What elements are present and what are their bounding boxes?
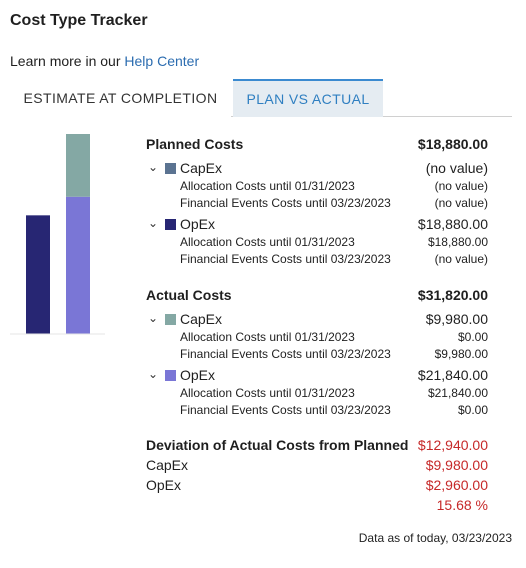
planned-capex-swatch xyxy=(165,163,176,174)
planned-capex-fin-row: Financial Events Costs until 03/23/2023 … xyxy=(146,196,488,211)
actual-capex-fin-value: $9,980.00 xyxy=(434,347,488,361)
chevron-down-icon[interactable]: ⌄ xyxy=(148,216,159,230)
deviation-opex-row: OpEx $2,960.00 xyxy=(146,477,488,495)
cost-stacked-bar-chart xyxy=(10,134,105,335)
planned-costs-total: $18,880.00 xyxy=(417,136,488,152)
actual-opex-fin-value: $0.00 xyxy=(457,403,488,417)
help-text: Learn more in our xyxy=(10,53,125,69)
bar-planned-opex[interactable] xyxy=(26,215,50,334)
planned-opex-row[interactable]: ⌄ OpEx $18,880.00 xyxy=(146,216,488,234)
planned-opex-alloc-value: $18,880.00 xyxy=(427,235,488,249)
planned-costs-title: Planned Costs xyxy=(146,136,244,152)
planned-opex-fin-label: Financial Events Costs until 03/23/2023 xyxy=(180,252,391,266)
actual-capex-fin-row: Financial Events Costs until 03/23/2023 … xyxy=(146,347,488,362)
tab-bar: ESTIMATE AT COMPLETION PLAN VS ACTUAL xyxy=(10,79,512,117)
actual-costs-total: $31,820.00 xyxy=(417,287,488,303)
planned-capex-alloc-label: Allocation Costs until 01/31/2023 xyxy=(180,179,355,193)
chevron-down-icon[interactable]: ⌄ xyxy=(148,367,159,381)
planned-capex-row[interactable]: ⌄ CapEx (no value) xyxy=(146,160,488,178)
planned-capex-label: CapEx xyxy=(180,160,223,176)
planned-opex-alloc-label: Allocation Costs until 01/31/2023 xyxy=(180,235,355,249)
deviation-percent: 15.68 % xyxy=(436,497,488,513)
deviation-capex-value: $9,980.00 xyxy=(425,457,488,473)
actual-capex-value: $9,980.00 xyxy=(425,311,488,327)
planned-capex-alloc-value: (no value) xyxy=(434,179,488,193)
data-as-of: Data as of today, 03/23/2023 xyxy=(358,531,512,545)
deviation-total: $12,940.00 xyxy=(417,437,488,453)
actual-opex-fin-row: Financial Events Costs until 03/23/2023 … xyxy=(146,403,488,418)
deviation-capex-label: CapEx xyxy=(146,457,189,473)
planned-opex-alloc-row: Allocation Costs until 01/31/2023 $18,88… xyxy=(146,235,488,250)
deviation-opex-value: $2,960.00 xyxy=(425,477,488,493)
bar-actual-capex[interactable] xyxy=(66,134,90,197)
help-center-link[interactable]: Help Center xyxy=(124,53,200,69)
planned-opex-value: $18,880.00 xyxy=(417,216,488,232)
planned-capex-fin-value: (no value) xyxy=(434,196,488,210)
actual-opex-alloc-label: Allocation Costs until 01/31/2023 xyxy=(180,386,355,400)
planned-opex-swatch xyxy=(165,219,176,230)
actual-opex-alloc-value: $21,840.00 xyxy=(427,386,488,400)
actual-capex-alloc-value: $0.00 xyxy=(457,330,488,344)
planned-opex-fin-value: (no value) xyxy=(434,252,488,266)
help-line: Learn more in our Help Center xyxy=(10,53,199,69)
actual-opex-value: $21,840.00 xyxy=(417,367,488,383)
actual-opex-alloc-row: Allocation Costs until 01/31/2023 $21,84… xyxy=(146,386,488,401)
deviation-percent-row: 15.68 % xyxy=(146,497,488,515)
actual-opex-label: OpEx xyxy=(180,367,216,383)
actual-costs-title: Actual Costs xyxy=(146,287,232,303)
actual-costs-header: Actual Costs $31,820.00 xyxy=(146,287,488,305)
page-title: Cost Type Tracker xyxy=(10,12,148,29)
deviation-opex-label: OpEx xyxy=(146,477,182,493)
planned-capex-value: (no value) xyxy=(425,160,488,176)
tab-plan-vs-actual[interactable]: PLAN VS ACTUAL xyxy=(233,79,383,117)
actual-capex-swatch xyxy=(165,314,176,325)
actual-capex-alloc-row: Allocation Costs until 01/31/2023 $0.00 xyxy=(146,330,488,345)
planned-capex-fin-label: Financial Events Costs until 03/23/2023 xyxy=(180,196,391,210)
actual-capex-label: CapEx xyxy=(180,311,223,327)
planned-costs-header: Planned Costs $18,880.00 xyxy=(146,136,488,154)
planned-capex-alloc-row: Allocation Costs until 01/31/2023 (no va… xyxy=(146,179,488,194)
actual-opex-fin-label: Financial Events Costs until 03/23/2023 xyxy=(180,403,391,417)
planned-opex-fin-row: Financial Events Costs until 03/23/2023 … xyxy=(146,252,488,267)
actual-capex-row[interactable]: ⌄ CapEx $9,980.00 xyxy=(146,311,488,329)
actual-opex-swatch xyxy=(165,370,176,381)
actual-capex-alloc-label: Allocation Costs until 01/31/2023 xyxy=(180,330,355,344)
actual-opex-row[interactable]: ⌄ OpEx $21,840.00 xyxy=(146,367,488,385)
chevron-down-icon[interactable]: ⌄ xyxy=(148,160,159,174)
planned-opex-label: OpEx xyxy=(180,216,216,232)
actual-capex-fin-label: Financial Events Costs until 03/23/2023 xyxy=(180,347,391,361)
deviation-header: Deviation of Actual Costs from Planned $… xyxy=(146,437,488,455)
chevron-down-icon[interactable]: ⌄ xyxy=(148,311,159,325)
deviation-capex-row: CapEx $9,980.00 xyxy=(146,457,488,475)
bar-actual-opex[interactable] xyxy=(66,196,90,334)
deviation-title: Deviation of Actual Costs from Planned xyxy=(146,437,409,453)
tab-estimate-at-completion[interactable]: ESTIMATE AT COMPLETION xyxy=(10,79,231,117)
